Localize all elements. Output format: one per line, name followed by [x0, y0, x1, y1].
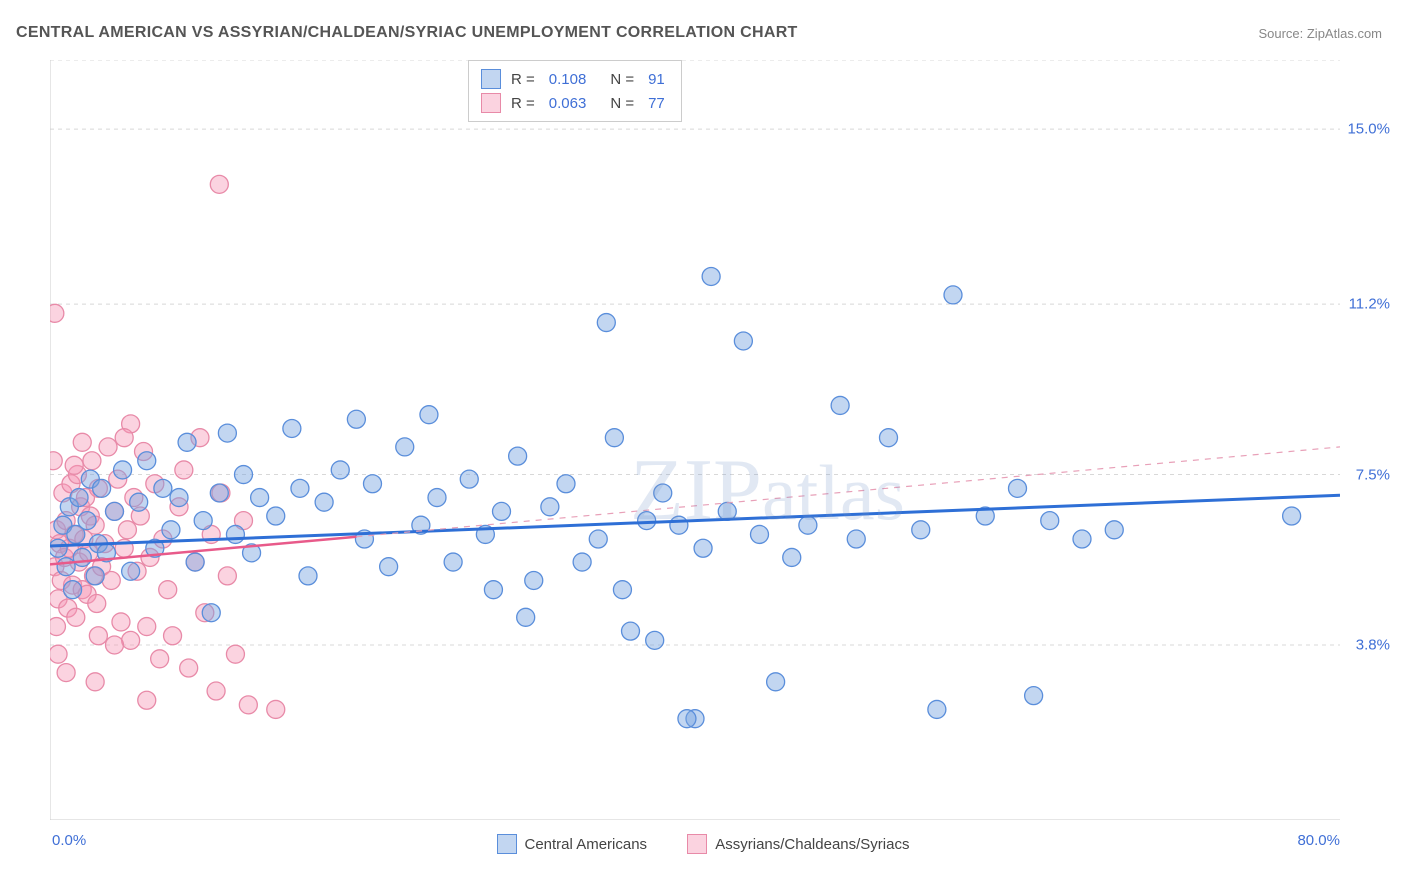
r-value-series1: 0.108: [549, 71, 587, 88]
swatch-series1: [497, 834, 517, 854]
stats-box: R = 0.108 N = 91 R = 0.063 N = 77: [468, 60, 682, 122]
chart-title: CENTRAL AMERICAN VS ASSYRIAN/CHALDEAN/SY…: [16, 24, 798, 42]
ytick-label: 11.2%: [1349, 296, 1390, 313]
swatch-series2: [687, 834, 707, 854]
swatch-series2: [481, 93, 501, 113]
swatch-series1: [481, 69, 501, 89]
stats-row-series2: R = 0.063 N = 77: [481, 91, 669, 115]
legend-label-series1: Central Americans: [525, 836, 648, 853]
source-label: Source: ZipAtlas.com: [1258, 26, 1382, 41]
legend-item-series2: Assyrians/Chaldeans/Syriacs: [687, 834, 909, 854]
stats-row-series1: R = 0.108 N = 91: [481, 67, 669, 91]
legend: Central Americans Assyrians/Chaldeans/Sy…: [0, 834, 1406, 858]
ytick-label: 7.5%: [1356, 466, 1390, 483]
n-value-series2: 77: [648, 95, 665, 112]
legend-item-series1: Central Americans: [497, 834, 648, 854]
ytick-label: 15.0%: [1347, 121, 1390, 138]
ytick-label: 3.8%: [1356, 636, 1390, 653]
plot-area: ZIPatlas: [50, 60, 1340, 820]
scatter-svg: [50, 60, 1340, 820]
r-value-series2: 0.063: [549, 95, 587, 112]
n-value-series1: 91: [648, 71, 665, 88]
legend-label-series2: Assyrians/Chaldeans/Syriacs: [715, 836, 909, 853]
